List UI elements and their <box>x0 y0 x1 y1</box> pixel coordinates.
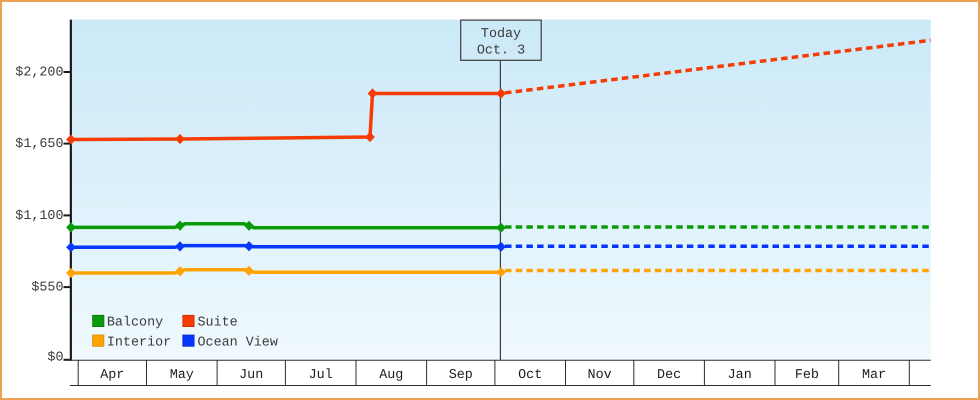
svg-text:Interior: Interior <box>107 335 171 350</box>
svg-text:Dec: Dec <box>657 368 681 383</box>
svg-text:$2,200: $2,200 <box>15 65 63 80</box>
svg-text:Aug: Aug <box>379 368 403 383</box>
svg-text:Ocean View: Ocean View <box>198 335 278 350</box>
svg-text:Balcony: Balcony <box>107 316 163 331</box>
svg-text:Nov: Nov <box>588 368 612 383</box>
svg-text:Feb: Feb <box>795 368 819 383</box>
svg-text:Jan: Jan <box>728 368 752 383</box>
svg-text:Oct. 3: Oct. 3 <box>477 44 525 59</box>
svg-text:Apr: Apr <box>100 368 124 383</box>
svg-text:$0: $0 <box>47 350 63 365</box>
svg-text:$1,650: $1,650 <box>15 137 63 152</box>
svg-text:Jul: Jul <box>309 368 333 383</box>
svg-text:Suite: Suite <box>198 316 238 331</box>
svg-text:Oct: Oct <box>518 368 542 383</box>
svg-text:$550: $550 <box>31 281 63 296</box>
svg-text:May: May <box>170 368 194 383</box>
svg-text:$1,100: $1,100 <box>15 209 63 224</box>
svg-text:Mar: Mar <box>862 368 886 383</box>
svg-text:Sep: Sep <box>449 368 473 383</box>
svg-text:Today: Today <box>481 27 521 42</box>
svg-text:Jun: Jun <box>239 368 263 383</box>
